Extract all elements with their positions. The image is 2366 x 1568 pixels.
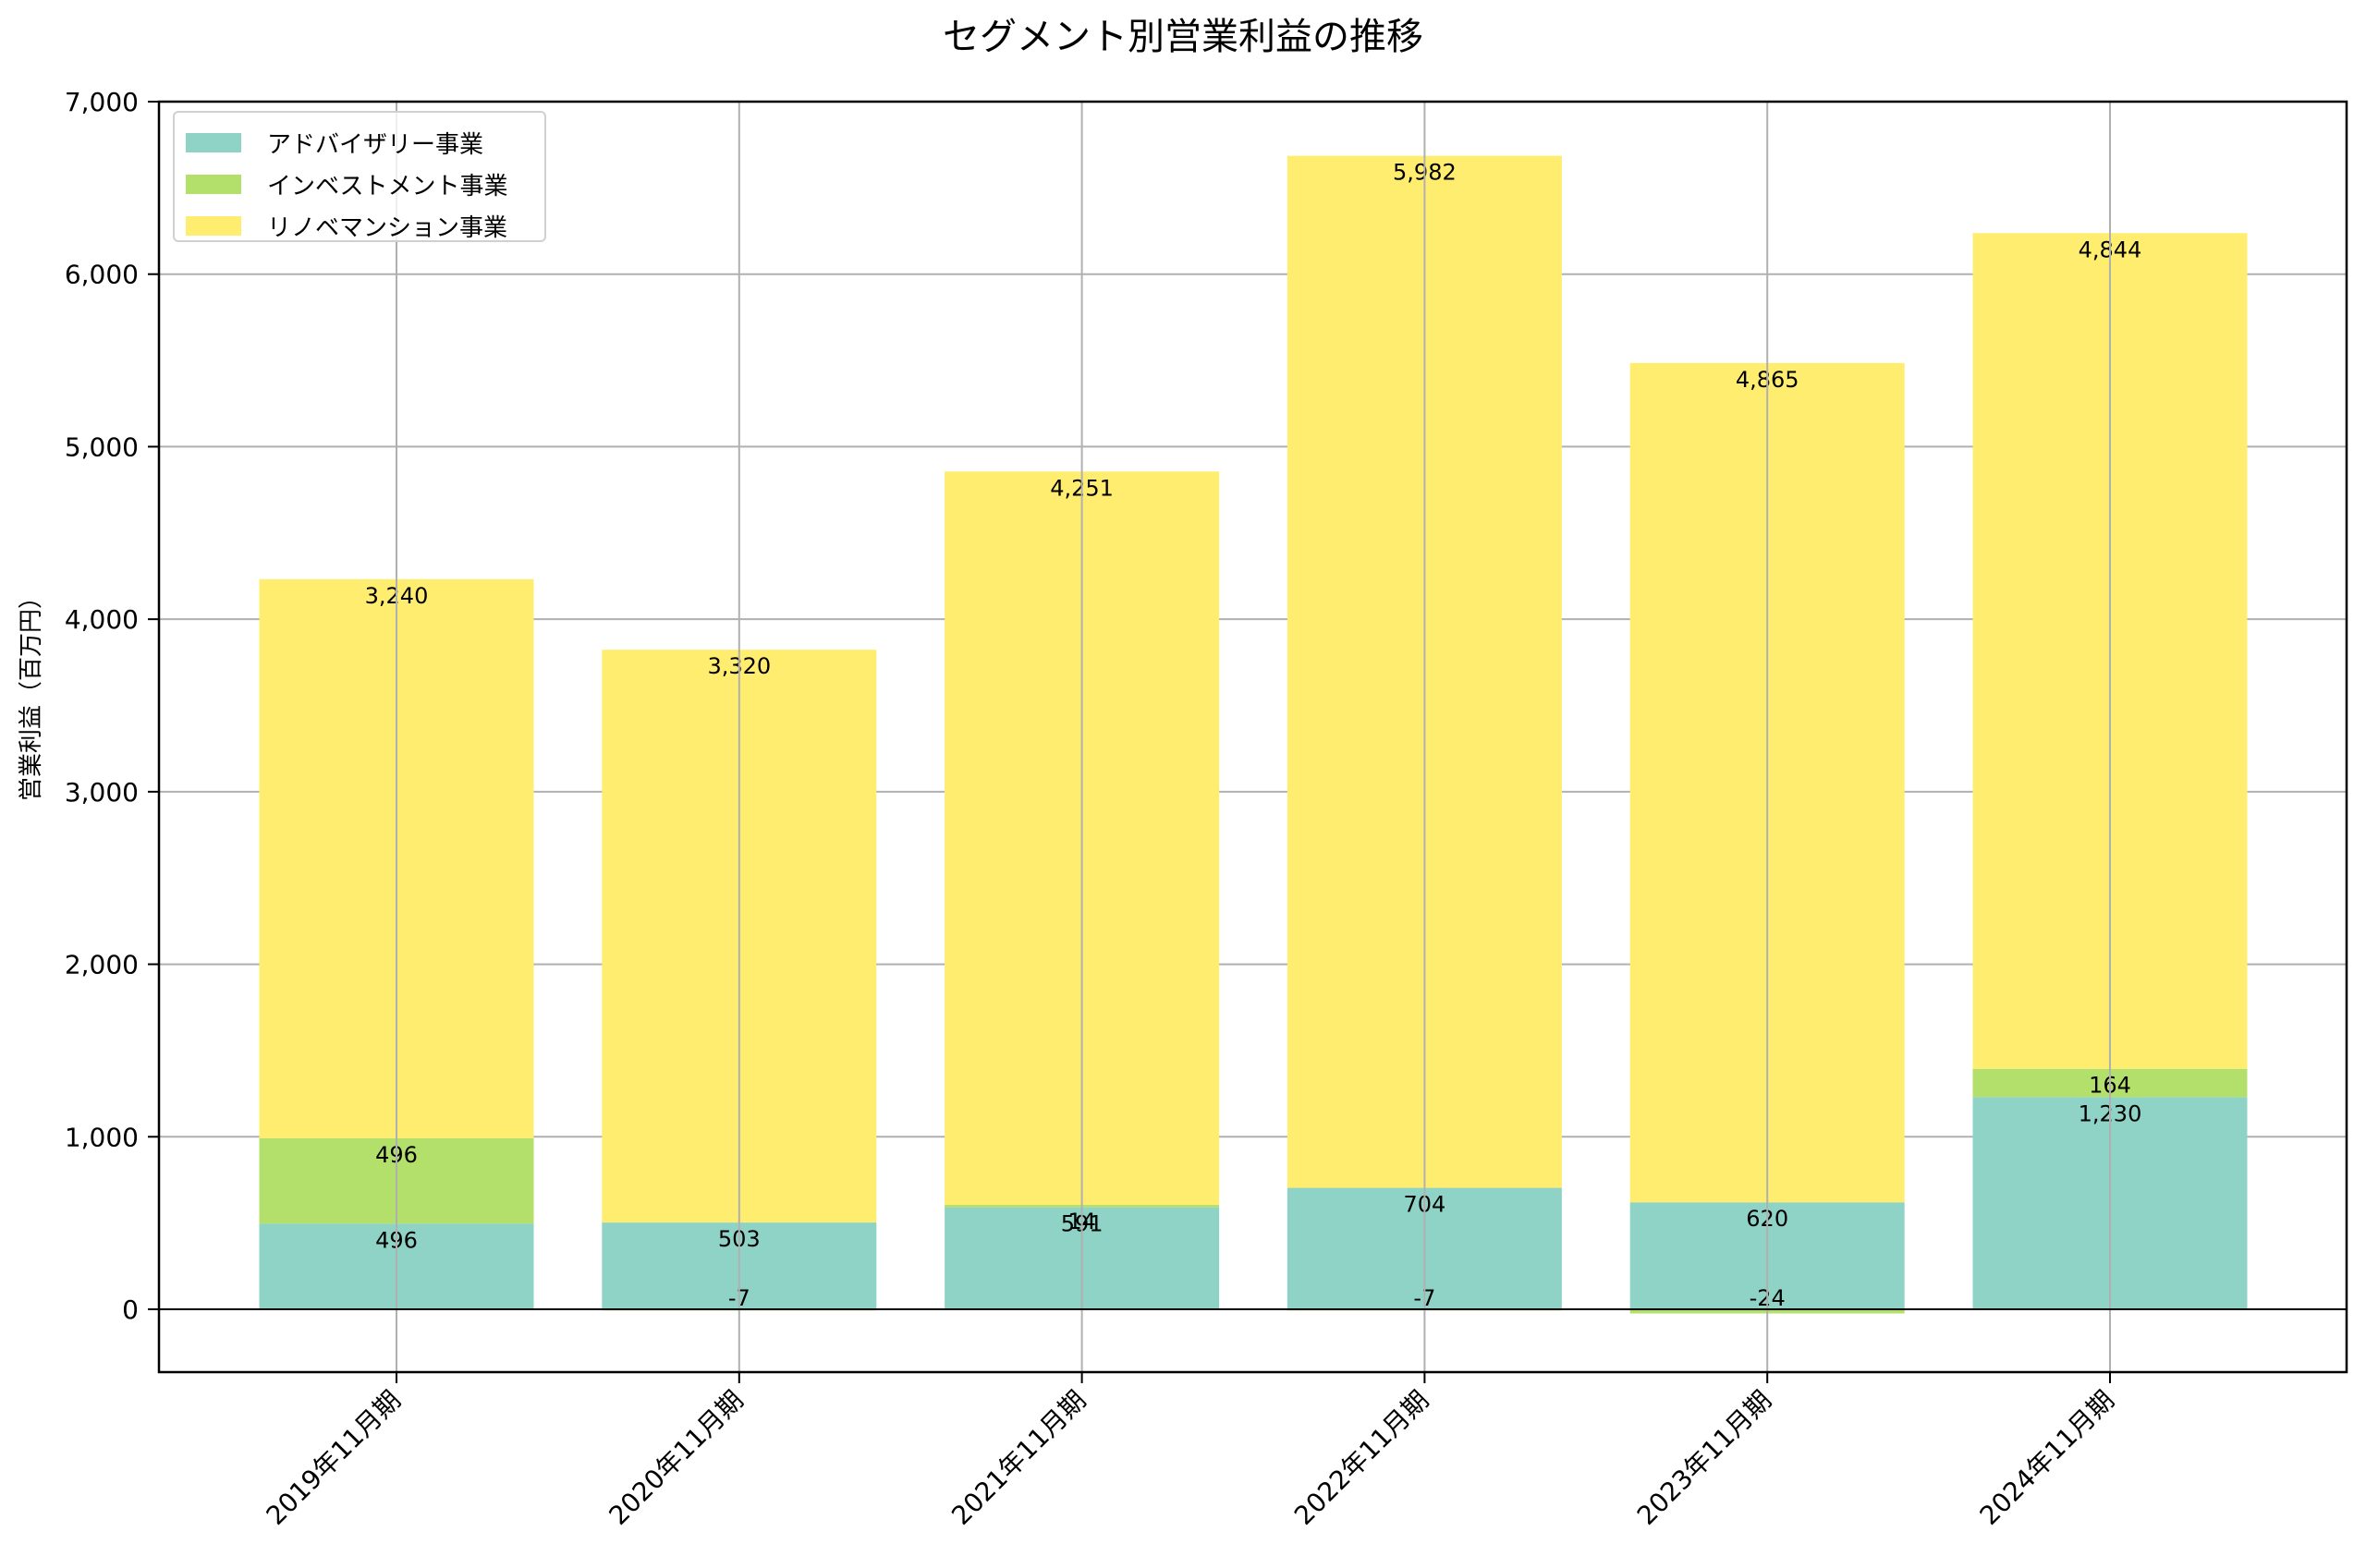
legend-label-renovation: リノベマンション事業 [267, 214, 508, 242]
bars [259, 155, 2248, 1314]
y-tick-label: 0 [122, 1295, 139, 1325]
x-tick-label: 2022年11月期 [1288, 1385, 1434, 1531]
x-tick-label: 2024年11月期 [1974, 1385, 2120, 1531]
legend-item-advisory: アドバイザリー事業 [186, 122, 544, 164]
y-tick-label: 1,000 [65, 1122, 139, 1152]
y-tick-label: 6,000 [65, 260, 139, 290]
y-tick-label: 2,000 [65, 950, 139, 980]
x-tick-label: 2023年11月期 [1631, 1385, 1777, 1531]
legend-swatch-investment [186, 175, 241, 194]
y-tick-label: 7,000 [65, 87, 139, 117]
axes-frame [157, 100, 2348, 1374]
chart-title: セグメント別営業利益の推移 [943, 16, 1423, 58]
legend-item-renovation: リノベマンション事業 [186, 205, 544, 247]
y-tick-label: 4,000 [65, 604, 139, 635]
legend-label-investment: インベストメント事業 [267, 173, 508, 201]
bar-value-labels: 4964963,240503-73,320591144,251704-75,98… [365, 102, 2141, 1372]
x-tick-label: 2021年11月期 [945, 1385, 1092, 1531]
legend-label-advisory: アドバイザリー事業 [267, 131, 484, 159]
y-tick-label: 3,000 [65, 777, 139, 808]
legend-swatch-renovation [186, 216, 241, 236]
legend: アドバイザリー事業 インベストメント事業 リノベマンション事業 [173, 111, 546, 242]
y-tick-label: 5,000 [65, 432, 139, 462]
x-tick-label: 2019年11月期 [261, 1385, 407, 1531]
legend-item-investment: インベストメント事業 [186, 164, 544, 205]
x-tick-label: 2020年11月期 [603, 1385, 749, 1531]
legend-swatch-advisory [186, 133, 241, 152]
